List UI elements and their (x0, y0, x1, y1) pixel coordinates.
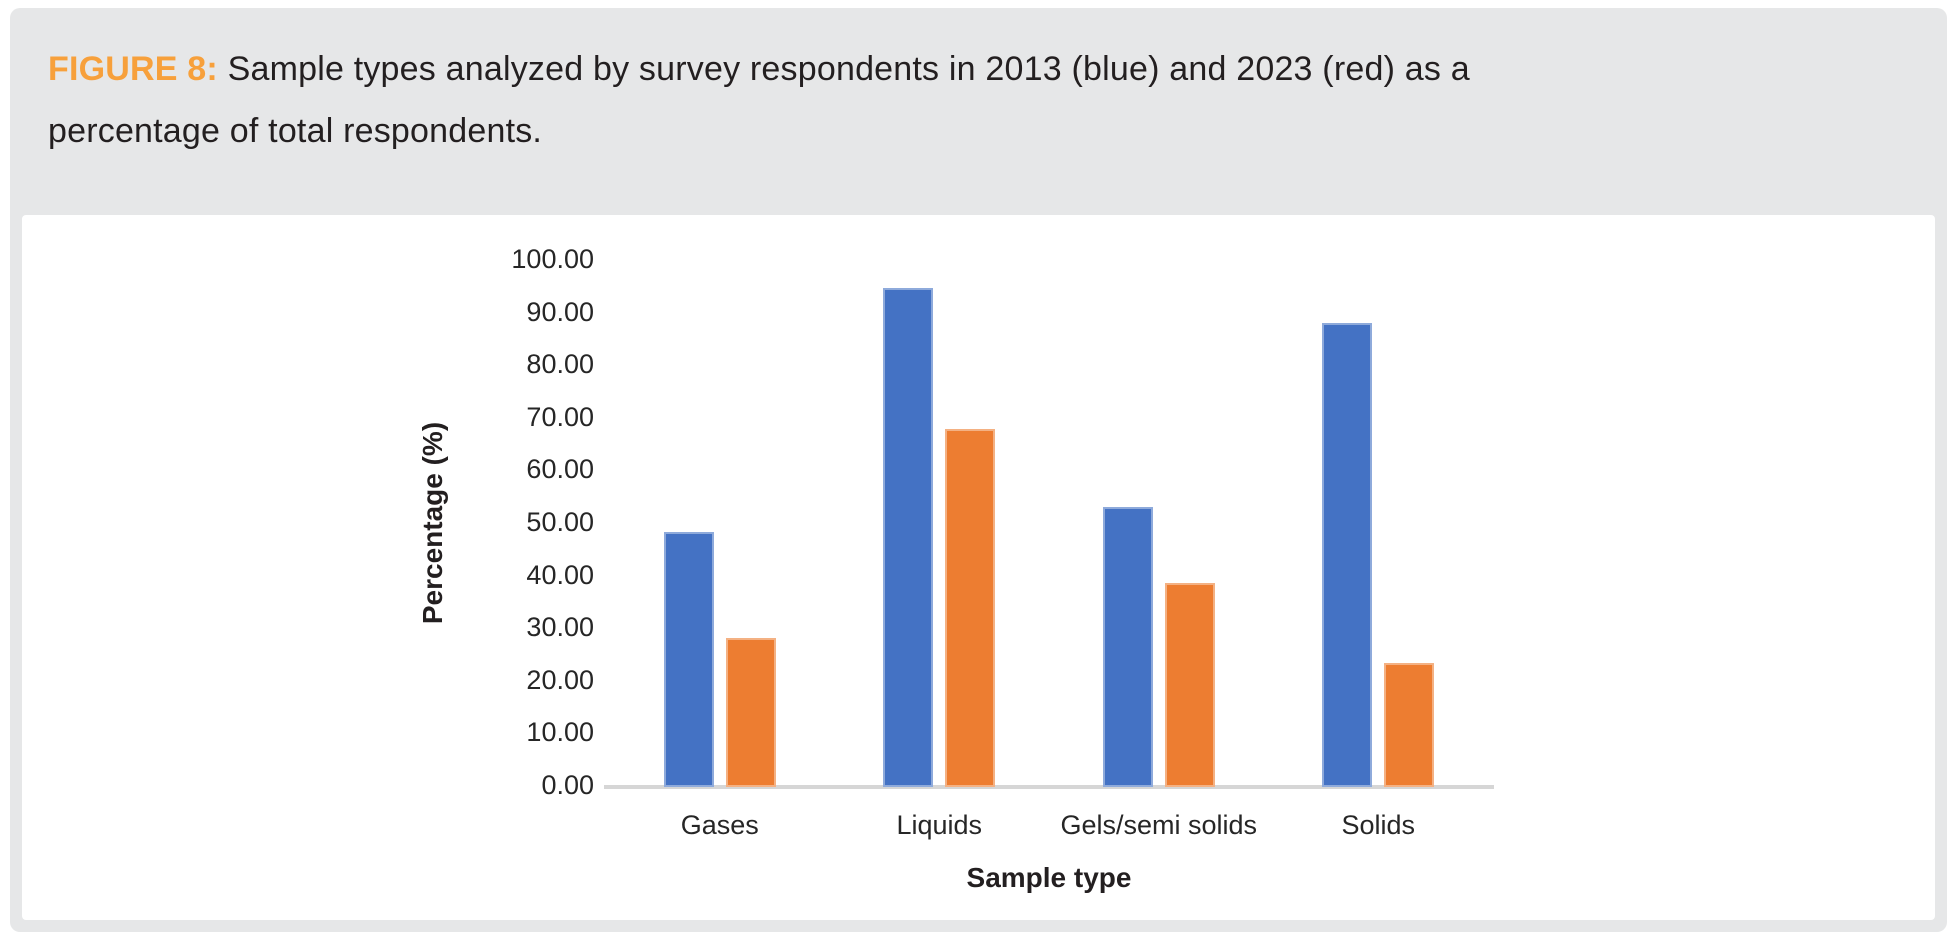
figure-caption: FIGURE 8: Sample types analyzed by surve… (48, 38, 1588, 162)
y-tick-label: 100.00 (511, 244, 594, 274)
y-tick-label: 80.00 (526, 349, 594, 380)
bar-2013-gases (663, 531, 714, 787)
bar-2023-gases (725, 637, 776, 787)
figure-card: FIGURE 8: Sample types analyzed by surve… (10, 8, 1947, 932)
x-axis-line (604, 785, 1494, 789)
y-tick-label: 40.00 (526, 559, 594, 590)
figure-caption-text: Sample types analyzed by survey responde… (48, 50, 1470, 150)
bar-2013-solids (1322, 322, 1373, 787)
x-tick-label: Gels/semi solids (1060, 810, 1258, 840)
y-tick-label: 0.00 (541, 770, 594, 800)
y-tick-label: 20.00 (526, 664, 594, 695)
y-tick-label: 10.00 (526, 717, 594, 748)
y-tick-label: 50.00 (526, 507, 594, 537)
x-tick-label: Gases (680, 810, 759, 840)
bar-2023-liquids (945, 429, 996, 787)
y-tick-label: 90.00 (526, 296, 594, 327)
y-tick-label: 60.00 (526, 454, 594, 485)
y-tick-label: 70.00 (526, 401, 594, 432)
x-tick-label: Solids (1341, 810, 1416, 840)
bar-2023-gels-semi-solids (1164, 582, 1215, 787)
x-tick-label: Liquids (896, 810, 983, 840)
chart-panel: Percentage (%) Sample type 0.00 10.00 20.0… (22, 215, 1935, 920)
bar-2013-liquids (883, 288, 934, 787)
y-axis-title: Percentage (%) (417, 421, 448, 625)
plot-area: Sample type 0.00 10.00 20.00 30.00 40.00 50.0… (511, 246, 1494, 893)
figure-number-label: FIGURE 8: (48, 50, 218, 88)
bar-2023-solids (1384, 662, 1435, 787)
x-axis-title: Sample type (966, 862, 1132, 893)
bar-2013-gels-semi-solids (1102, 507, 1153, 787)
y-tick-label: 30.00 (526, 612, 594, 643)
